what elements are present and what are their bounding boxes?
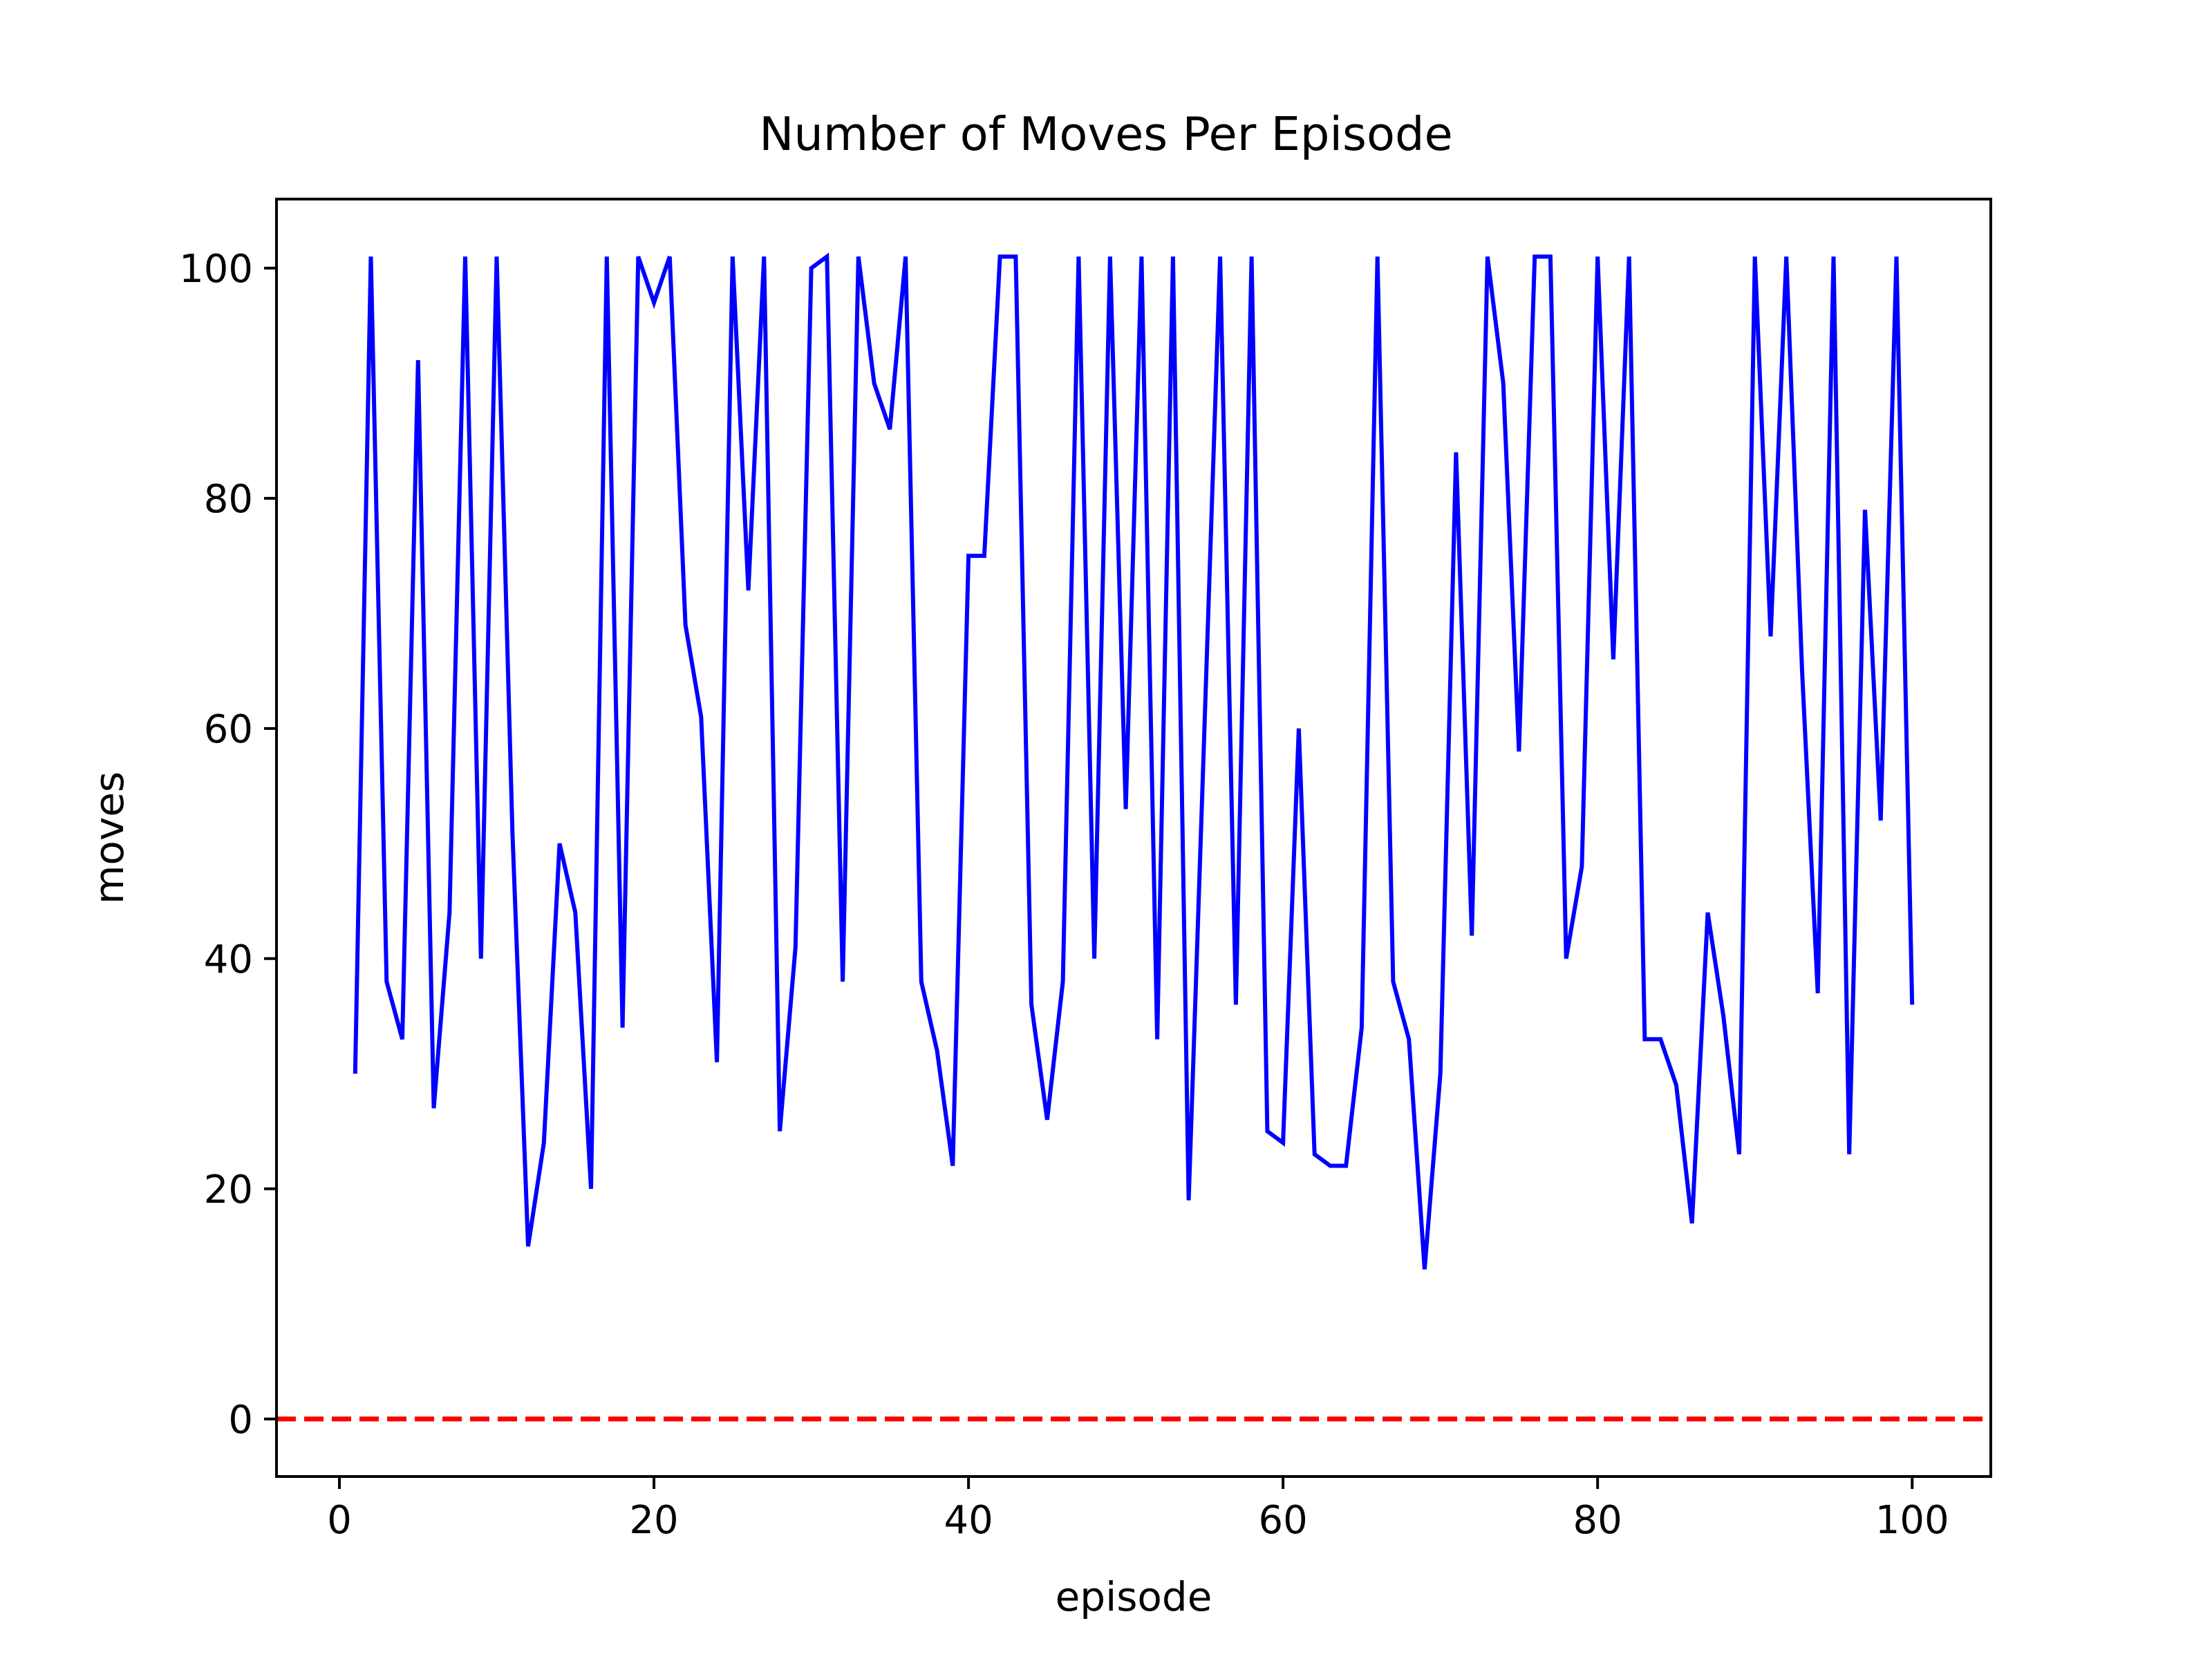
y-axis-label: moves [86, 771, 133, 904]
x-axis-label: episode [1056, 1573, 1212, 1620]
x-tick-label: 20 [629, 1498, 678, 1543]
plot-frame [275, 198, 1992, 1478]
y-tick-label: 100 [179, 247, 253, 292]
y-axis: 0 20 40 60 80 100 [179, 247, 276, 1443]
moves-series-line [353, 252, 1915, 1270]
y-tick-label: 20 [204, 1168, 253, 1212]
y-tick-label: 60 [204, 707, 253, 752]
x-tick-label: 60 [1259, 1498, 1308, 1543]
x-axis: 0 20 40 60 80 100 [327, 1477, 1949, 1543]
y-tick-label: 0 [228, 1398, 253, 1443]
y-tick-label: 40 [204, 937, 253, 982]
y-tick-label: 80 [204, 477, 253, 522]
plot-area [276, 252, 1991, 1422]
x-tick-label: 0 [327, 1498, 352, 1543]
x-tick-label: 100 [1875, 1498, 1949, 1543]
x-tick-label: 80 [1573, 1498, 1622, 1543]
chart-title: Number of Moves Per Episode [759, 107, 1452, 161]
x-tick-label: 40 [944, 1498, 993, 1543]
